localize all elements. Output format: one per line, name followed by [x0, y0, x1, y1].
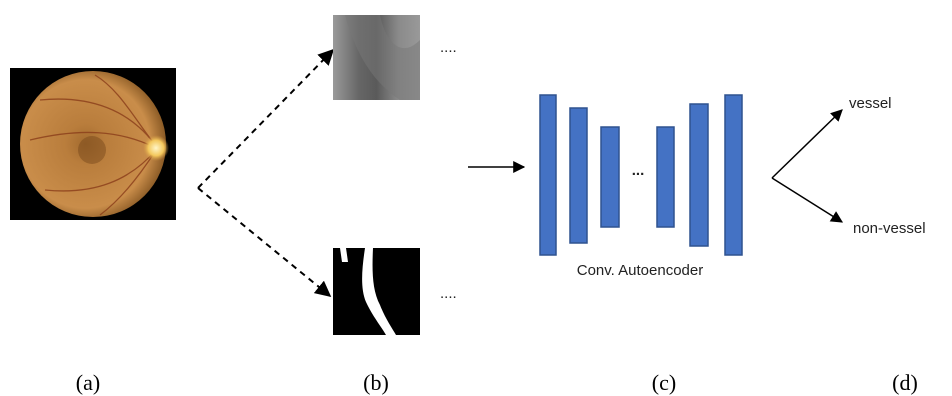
- panel-label: (c): [652, 370, 676, 395]
- dashed-arrow: [198, 50, 333, 188]
- diagram: .... .... ... Conv. Autoencoder vessel n…: [0, 0, 952, 396]
- fundus-image: [10, 68, 176, 220]
- output-label: non-vessel: [853, 220, 926, 237]
- ellipsis: ....: [440, 39, 457, 56]
- panel-label: (d): [892, 370, 918, 395]
- image-patch: [333, 15, 420, 100]
- arrow: [772, 178, 842, 222]
- output-label: vessel: [849, 95, 892, 112]
- mask-patch: [333, 248, 420, 335]
- ellipsis: ...: [632, 162, 645, 179]
- arrow: [772, 110, 842, 178]
- panel-label: (a): [76, 370, 100, 395]
- panel-label: (b): [363, 370, 389, 395]
- model-label: Conv. Autoencoder: [577, 262, 703, 279]
- dashed-arrow: [198, 188, 330, 296]
- ellipsis: ....: [440, 285, 457, 302]
